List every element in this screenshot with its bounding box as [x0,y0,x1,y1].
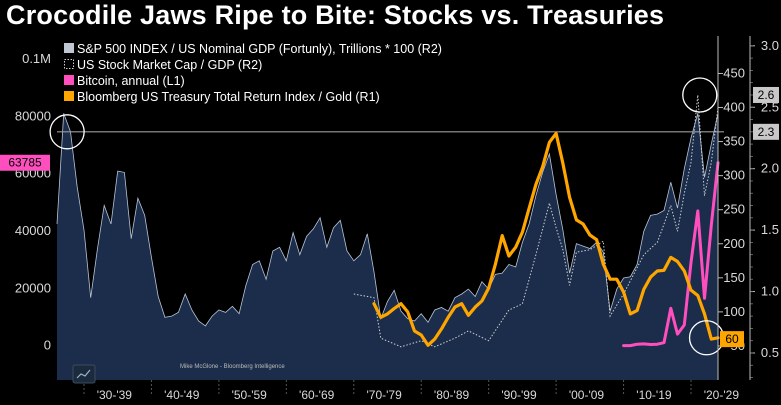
r2-tick-label: 1.0 [761,284,779,299]
tag-r2-top: 2.6 [753,86,779,103]
sp500-area-layer [56,113,719,381]
l1-tick-label: 80000 [15,108,51,123]
x-tick-label: '80-'89 [434,388,470,402]
tag-bitcoin-l1: 63785 [0,154,50,171]
chart-credit: Mike McGlone - Bloomberg Intelligence [180,364,285,370]
l1-tick-label: 20000 [15,280,51,295]
series-line-layer [353,94,720,348]
legend-swatch-mktcap [64,59,74,69]
tag-treasury-r1: 60 [720,331,744,348]
annotation-layer [49,77,725,356]
legend-label-mktcap: US Stock Market Cap / GDP (R2) [77,58,262,72]
l1-tick-label: 40000 [15,223,51,238]
x-tick-label: '90-'99 [501,388,537,402]
l1-tick-label: 0.1M [22,51,51,66]
r1-tick-label: 350 [723,134,745,149]
r1-tick-label: 250 [723,202,745,217]
svg-text:2.3: 2.3 [758,125,775,139]
l1-tick-label: 0 [44,338,51,353]
svg-text:60: 60 [725,332,739,346]
r2-tick-label: 3.0 [761,38,779,53]
separator-layer [83,380,692,396]
series-line-sp500-edge [56,113,719,327]
x-tick-label: '00-'09 [569,388,605,402]
x-tick-label: '40-'49 [164,388,200,402]
legend: S&P 500 INDEX / US Nominal GDP (Fortunly… [64,42,442,104]
legend-label-sp500: S&P 500 INDEX / US Nominal GDP (Fortunly… [77,42,442,56]
series-line-treasury [372,131,720,347]
x-tick-label: '10-'19 [636,388,672,402]
page-title: Crocodile Jaws Ripe to Bite: Stocks vs. … [6,0,665,30]
tag-r2-ref: 2.3 [753,123,779,140]
r2-tick-label: 2.5 [761,99,779,114]
legend-swatch-bitcoin [64,75,74,85]
series-line-bitcoin [622,161,720,348]
series-line-mktcap [353,94,719,348]
r1-tick-label: 100 [723,304,745,319]
r1-tick-label: 400 [723,100,745,115]
r2-tick-label: 2.0 [761,161,779,176]
x-tick-label: '70-'79 [366,388,402,402]
chart-type-icon[interactable] [72,364,96,384]
highlight-circle-1929 [49,114,85,150]
r1-tick-label: 450 [723,65,745,80]
r1-tick-label: 150 [723,270,745,285]
x-tick-label: '60-'69 [299,388,335,402]
r2-tick-label: 1.5 [761,222,779,237]
legend-swatch-treasury [64,91,74,101]
x-tick-label: '50-'59 [232,388,268,402]
series-area-sp500 [57,113,718,381]
legend-label-bitcoin: Bitcoin, annual (L1) [77,74,185,88]
svg-text:63785: 63785 [8,156,42,170]
axis-value-tags: 63785 60 2.6 2.3 [0,86,779,348]
x-tick-label: '30-'39 [97,388,133,402]
legend-label-treasury: Bloomberg US Treasury Total Return Index… [77,90,380,104]
r1-tick-label: 200 [723,236,745,251]
legend-swatch-sp500 [64,43,74,53]
r2-tick-label: 0.5 [761,345,779,360]
axis-layer: 0200004000060000800000.1M501001502002503… [15,36,779,402]
x-tick-label: '20-'29 [704,388,740,402]
highlight-circle-2021 [682,77,718,113]
svg-text:2.6: 2.6 [758,88,775,102]
r1-tick-label: 300 [723,168,745,183]
